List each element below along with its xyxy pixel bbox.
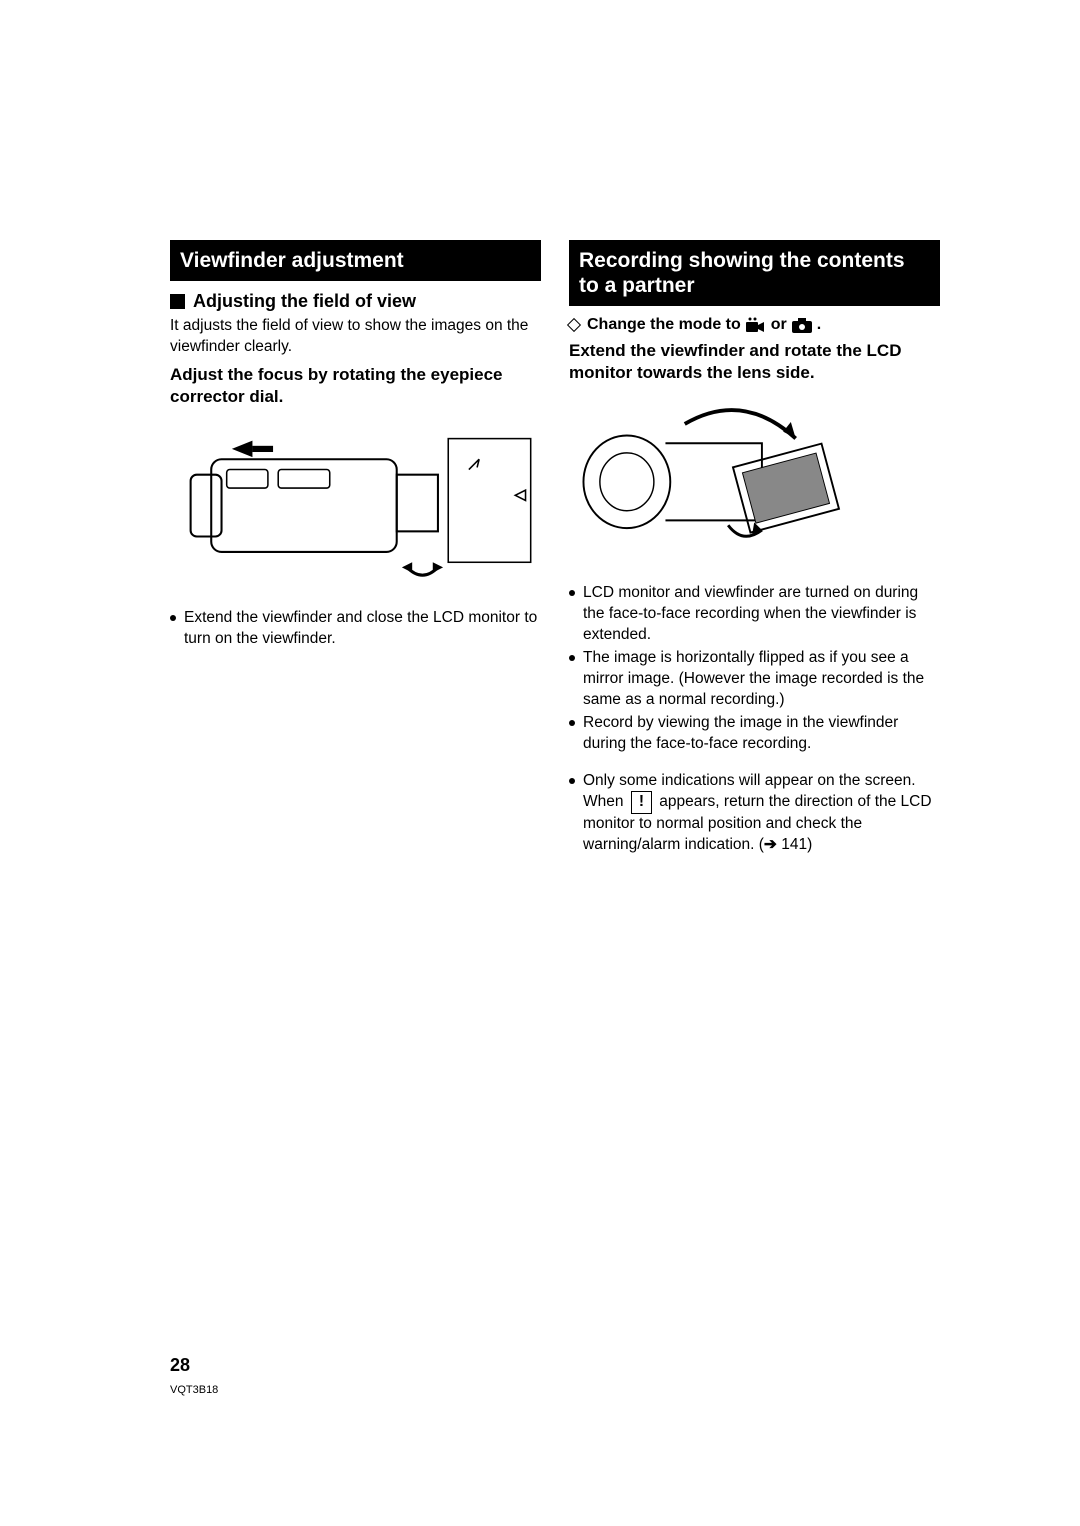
right-bullet-2: The image is horizontally flipped as if … xyxy=(569,648,940,711)
right-bullet-list-1: LCD monitor and viewfinder are turned on… xyxy=(569,583,940,754)
left-bullet-1: Extend the viewfinder and close the LCD … xyxy=(170,608,541,650)
photo-mode-icon xyxy=(791,316,813,334)
right-bullet-list-2: Only some indications will appear on the… xyxy=(569,771,940,857)
page-number: 28 xyxy=(170,1355,190,1376)
camcorder-illustration-left xyxy=(170,418,541,598)
left-section-header: Viewfinder adjustment xyxy=(170,240,541,281)
left-body-text: It adjusts the field of view to show the… xyxy=(170,316,541,358)
mode-prefix: Change the mode to xyxy=(587,316,741,334)
left-column: Viewfinder adjustment Adjusting the fiel… xyxy=(170,240,541,858)
mode-change-line: Change the mode to or . xyxy=(569,316,940,334)
alert-icon: ! xyxy=(631,791,652,814)
left-subheading-text: Adjusting the field of view xyxy=(193,291,416,312)
document-code: VQT3B18 xyxy=(170,1384,218,1396)
square-bullet-icon xyxy=(170,294,185,309)
mode-period: . xyxy=(817,316,821,334)
right-section-header: Recording showing the contents to a part… xyxy=(569,240,940,306)
left-instruction: Adjust the focus by rotating the eyepiec… xyxy=(170,364,541,408)
note-ref: 141) xyxy=(777,836,812,853)
right-note-bullet: Only some indications will appear on the… xyxy=(569,771,940,857)
diamond-icon xyxy=(567,318,581,332)
camcorder-illustration-right xyxy=(569,395,858,574)
video-mode-icon xyxy=(745,316,767,334)
left-bullet-list: Extend the viewfinder and close the LCD … xyxy=(170,608,541,650)
right-instruction: Extend the viewfinder and rotate the LCD… xyxy=(569,340,940,384)
page-content: Viewfinder adjustment Adjusting the fiel… xyxy=(0,0,1080,918)
arrow-right-icon: ➔ xyxy=(764,836,777,853)
left-subheading: Adjusting the field of view xyxy=(170,291,541,312)
right-bullet-3: Record by viewing the image in the viewf… xyxy=(569,713,940,755)
right-bullet-1: LCD monitor and viewfinder are turned on… xyxy=(569,583,940,646)
mode-or: or xyxy=(771,316,787,334)
right-column: Recording showing the contents to a part… xyxy=(569,240,940,858)
